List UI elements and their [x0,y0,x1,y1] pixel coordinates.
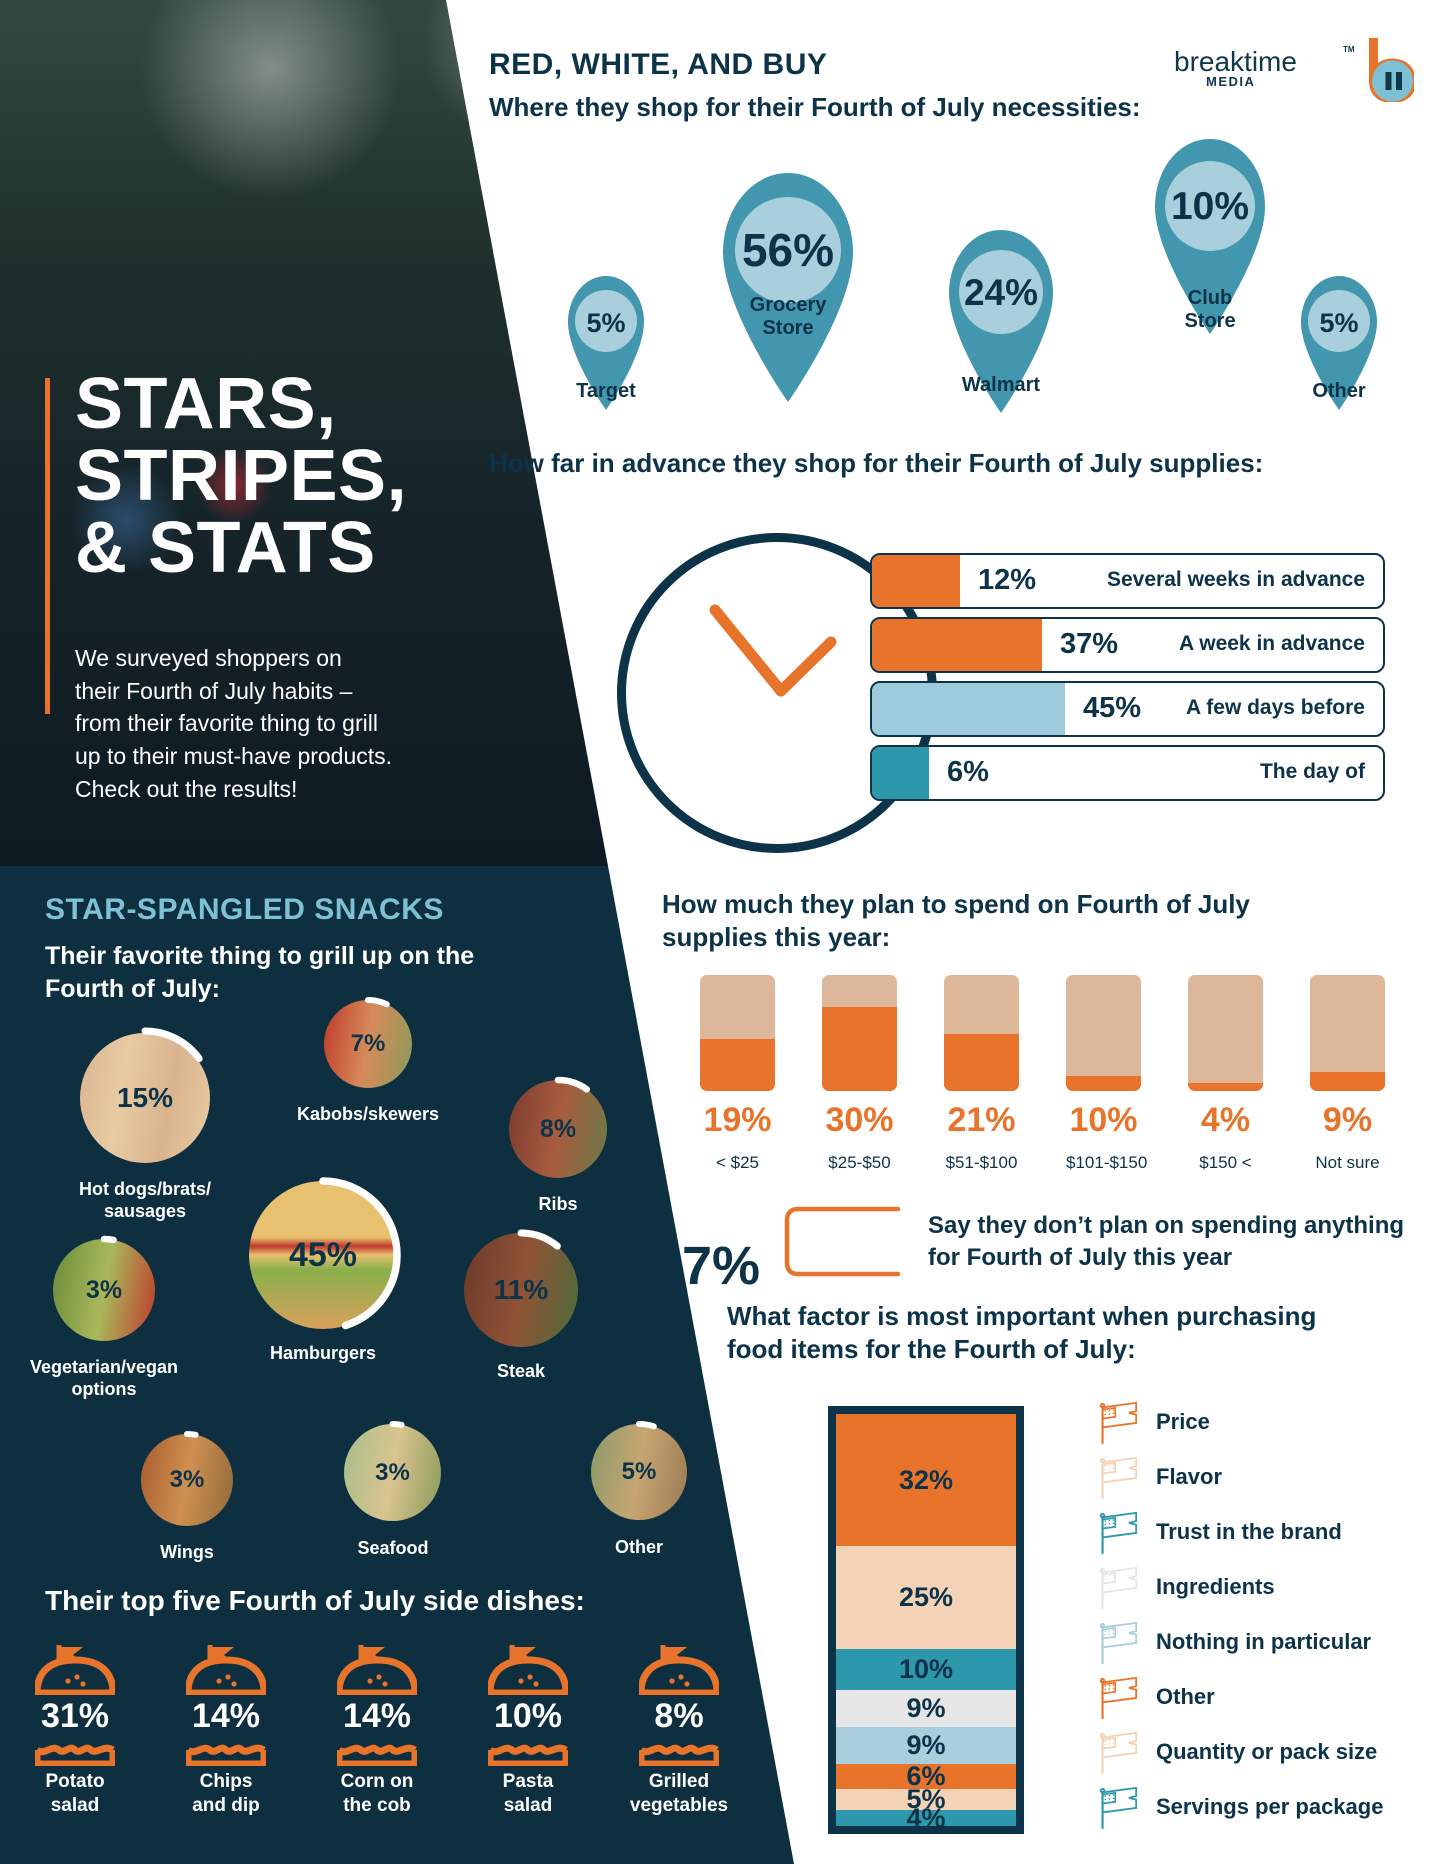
svg-text:5%: 5% [586,308,625,338]
svg-text:56%: 56% [742,224,834,276]
svg-text:MEDIA: MEDIA [1206,74,1255,89]
svg-text:24%: 24% [964,272,1038,313]
svg-text:breaktime: breaktime [1174,46,1297,77]
svg-text:10%: 10% [1171,185,1249,228]
svg-text:5%: 5% [1319,308,1358,338]
svg-text:TM: TM [1343,45,1355,54]
